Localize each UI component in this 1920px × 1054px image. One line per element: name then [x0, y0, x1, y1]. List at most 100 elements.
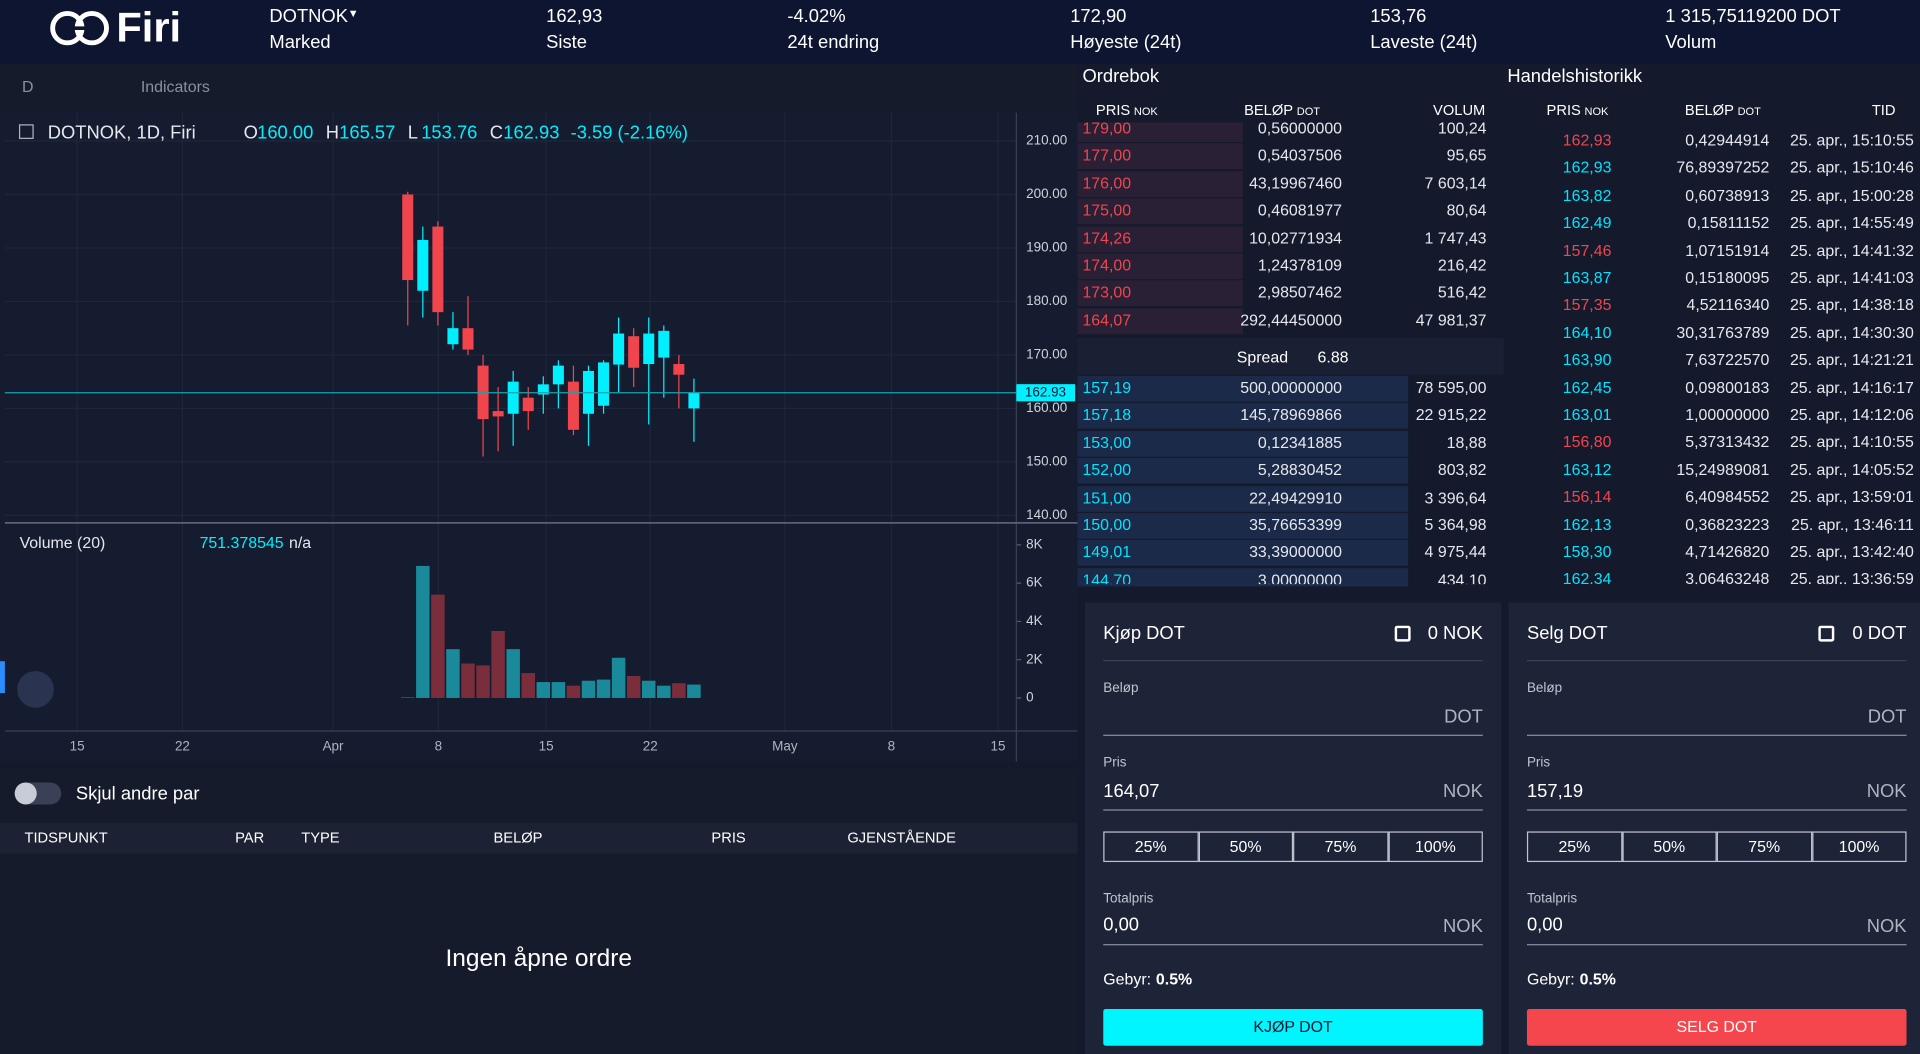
percent-button[interactable]: 100% [1387, 831, 1483, 863]
volume-title: Volume (20) [20, 535, 106, 552]
field-line [1526, 944, 1907, 946]
orders-column: TYPE [301, 828, 340, 847]
x-tick-label: May [772, 739, 798, 754]
book-price: 164,07 [1082, 310, 1132, 330]
book-price: 179,00 [1082, 118, 1132, 138]
column-header: BELØP DOT [1684, 101, 1761, 119]
stat-label: 24t endring [787, 31, 880, 53]
divider [1526, 660, 1907, 662]
collapse-icon [18, 124, 34, 139]
trade-price: 162,34 [1562, 569, 1612, 589]
percent-button[interactable]: 50% [1198, 831, 1294, 863]
y-tick-label: 210.00 [1026, 133, 1067, 148]
spread-label: Spread [1236, 347, 1289, 367]
trade-time: 25. apr., 14:41:32 [1789, 240, 1914, 260]
book-price: 151,00 [1082, 488, 1132, 507]
percent-button[interactable]: 100% [1811, 831, 1907, 863]
percent-button[interactable]: 50% [1621, 831, 1717, 863]
field-unit: NOK [1443, 781, 1483, 803]
stat-value: -4.02% [787, 6, 846, 27]
trade-time: 25. apr., 14:38:18 [1789, 295, 1914, 314]
stat-label: Høyeste (24t) [1070, 31, 1182, 53]
trade-amount: 0,42944914 [1685, 131, 1770, 150]
trade-time: 25. apr., 14:41:03 [1789, 268, 1914, 287]
book-amount: 43,19967460 [1249, 173, 1343, 192]
candle-body [658, 330, 670, 358]
candle-body [613, 333, 625, 365]
book-volume: 18,88 [1446, 433, 1487, 452]
book-volume: 78 595,00 [1415, 378, 1487, 397]
submit-button[interactable]: SELG DOT [1526, 1008, 1907, 1046]
volume-bar [687, 684, 701, 698]
stat-label: Marked [269, 31, 331, 53]
x-tick-label: 22 [643, 739, 658, 754]
column-header: PRIS NOK [1546, 101, 1609, 119]
total-value: 0,00 [1103, 914, 1140, 936]
total-value: 0,00 [1526, 914, 1563, 936]
trade-price: 163,01 [1562, 405, 1612, 424]
book-row-bg [1077, 485, 1409, 512]
book-row-bg [1077, 403, 1409, 430]
price-input[interactable]: 157,19 [1526, 781, 1584, 803]
field-label: Pris [1103, 755, 1127, 771]
toggle[interactable] [14, 782, 62, 805]
trade-amount: 6,40984552 [1685, 487, 1770, 506]
price-input[interactable]: 164,07 [1103, 781, 1160, 803]
trade-amount: 0,15180095 [1685, 268, 1770, 287]
book-price: 173,00 [1082, 283, 1132, 302]
indicators[interactable]: Indicators [140, 77, 210, 96]
trade-time: 25. apr., 14:16:17 [1789, 377, 1914, 397]
side-handle[interactable] [0, 661, 5, 694]
trade-time: 25. apr., 13:36:59 [1789, 569, 1914, 589]
ohlc-value: 153.76 [421, 121, 477, 142]
trade-amount: 76,89397252 [1676, 158, 1770, 177]
trade-amount: 4,52116340 [1686, 295, 1770, 314]
field-line [1103, 734, 1483, 736]
trade-amount: 0,36823223 [1685, 515, 1770, 534]
header-bar [0, 0, 1920, 64]
percent-button[interactable]: 25% [1103, 831, 1199, 863]
ohlc-change: -3.59 (-2.16%) [571, 121, 688, 142]
candle-body [673, 364, 685, 375]
percent-button[interactable]: 75% [1293, 831, 1388, 863]
percent-button[interactable]: 75% [1716, 831, 1812, 863]
trade-amount: 7,63722570 [1685, 350, 1770, 369]
column-unit: NOK [1133, 105, 1158, 118]
stat-value: 1 315,75119200 DOT [1665, 6, 1841, 27]
logo-icon [49, 7, 113, 55]
orders-column: GJENSTÅENDE [847, 828, 956, 847]
column-header: BELØP DOT [1244, 101, 1321, 119]
buy-panel [1084, 602, 1502, 1054]
last-price-tag [1016, 384, 1076, 402]
trade-price: 157,46 [1562, 240, 1612, 260]
submit-button[interactable]: KJØP DOT [1103, 1008, 1483, 1046]
column-unit: DOT [1737, 105, 1761, 118]
volume-bar [642, 680, 656, 698]
interval[interactable]: D [22, 77, 34, 96]
y-tick-label: 150.00 [1026, 453, 1067, 468]
wallet-icon [1818, 625, 1835, 642]
book-volume: 216,42 [1437, 255, 1487, 275]
volume-bar [551, 682, 566, 698]
book-row-bg [1077, 122, 1243, 143]
volume-bar [521, 673, 535, 698]
volume-bar [657, 685, 671, 698]
toggle-label: Skjul andre par [75, 783, 200, 805]
book-volume: 3 396,64 [1424, 488, 1487, 507]
candle-body [628, 336, 640, 368]
book-volume: 22 915,22 [1415, 405, 1487, 425]
book-row-bg [1077, 458, 1409, 484]
trade-price: 163,82 [1562, 185, 1612, 205]
field-label: Pris [1526, 755, 1551, 771]
y-tick-label: 160.00 [1026, 400, 1067, 415]
fee-label: Gebyr: [1103, 969, 1152, 989]
percent-button[interactable]: 25% [1526, 831, 1622, 863]
dropdown-caret: ▼ [347, 7, 359, 20]
book-price: 174,26 [1082, 228, 1132, 247]
y-tick-label: 170.00 [1026, 346, 1067, 361]
chart: 15 22 Apr 8 15 22 May 8 15 140.00 150.00 160.00 170.… [4, 112, 1078, 762]
candle-body [417, 239, 429, 291]
tv-logo[interactable] [17, 671, 54, 708]
stat-label: Siste [546, 31, 587, 53]
book-volume: 5 364,98 [1424, 515, 1487, 534]
